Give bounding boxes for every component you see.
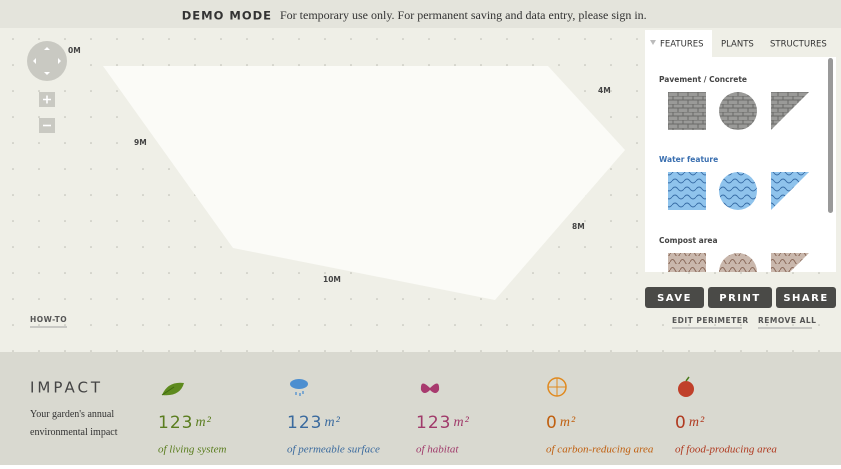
save-button[interactable]: SAVE (645, 287, 704, 308)
zoom-in[interactable] (39, 92, 55, 107)
garden-perimeter (103, 66, 625, 300)
features-panel (645, 30, 836, 272)
metric-label: of habitat (416, 444, 459, 456)
butterfly-icon (420, 383, 440, 393)
button-label[interactable]: SHARE (783, 293, 828, 304)
metric-value: 0 m² (546, 413, 576, 433)
banner-message: For temporary use only. For permanent sa… (280, 8, 647, 22)
swatch[interactable] (668, 253, 706, 272)
swatch[interactable] (668, 92, 706, 130)
metric-number: 123 (158, 413, 193, 433)
metric-number: 0 (546, 413, 558, 433)
metric-number: 0 (675, 413, 687, 433)
globe-icon (547, 377, 567, 397)
banner (0, 0, 841, 28)
impact-description-box: Your garden's annual environmental impac… (30, 409, 118, 438)
section-title: Pavement / Concrete (659, 75, 747, 84)
impact-title: IMPACT (30, 379, 103, 397)
zoom-out[interactable] (39, 118, 55, 133)
apple-icon (678, 376, 694, 397)
section-title: Water feature (659, 155, 718, 164)
swatch[interactable] (668, 172, 706, 210)
button-label[interactable]: PRINT (719, 293, 760, 304)
section-title: Compost area (659, 236, 718, 245)
how-to-link[interactable]: HOW-TO (30, 315, 67, 324)
impact-description: Your garden's annual environmental impac… (30, 409, 118, 438)
swatch[interactable] (771, 92, 809, 130)
metric-number: 123 (416, 413, 451, 433)
measurement: 10M (323, 275, 341, 284)
swatch[interactable] (719, 172, 757, 210)
button-label[interactable]: SAVE (657, 293, 692, 304)
metric-value: 123 m² (158, 413, 212, 433)
print-button[interactable]: PRINT (708, 287, 772, 308)
measurement: 0M (68, 46, 81, 55)
pan-control[interactable] (27, 41, 67, 81)
metric-label: of living system (158, 444, 226, 456)
swatch[interactable] (719, 92, 757, 130)
metric-label: of permeable surface (287, 444, 380, 456)
metric-number: 123 (287, 413, 322, 433)
metric-unit: m² (560, 415, 576, 430)
metric-value: 123 m² (287, 413, 341, 433)
impact-bar (0, 352, 841, 465)
tab[interactable]: STRUCTURES (770, 40, 827, 50)
active-tab (645, 30, 712, 57)
tab[interactable]: FEATURES (660, 40, 704, 50)
rain-icon (290, 379, 308, 396)
metric-label: of carbon-reducing area (546, 444, 654, 456)
swatch[interactable] (771, 253, 809, 272)
share-button[interactable]: SHARE (776, 287, 836, 308)
metric-unit: m² (453, 415, 469, 430)
tab-arrow (650, 40, 656, 45)
mode-label: DEMO MODE (182, 9, 272, 23)
swatch[interactable] (719, 253, 757, 272)
edit-perimeter-link[interactable]: EDIT PERIMETER (672, 316, 749, 325)
metric-value: 123 m² (416, 413, 470, 433)
leaf-icon (161, 382, 184, 396)
measurement: 8M (572, 222, 585, 231)
remove-all-link[interactable]: REMOVE ALL (758, 316, 816, 325)
measurement: 9M (134, 138, 147, 147)
metric-unit: m² (689, 415, 705, 430)
metric-label: of food-producing area (675, 444, 777, 456)
metric-value: 0 m² (675, 413, 705, 433)
measurement: 4M (598, 86, 611, 95)
scrollbar (828, 58, 833, 213)
metric-unit: m² (195, 415, 211, 430)
metric-unit: m² (324, 415, 340, 430)
swatch[interactable] (771, 172, 809, 210)
tab[interactable]: PLANTS (721, 40, 754, 50)
